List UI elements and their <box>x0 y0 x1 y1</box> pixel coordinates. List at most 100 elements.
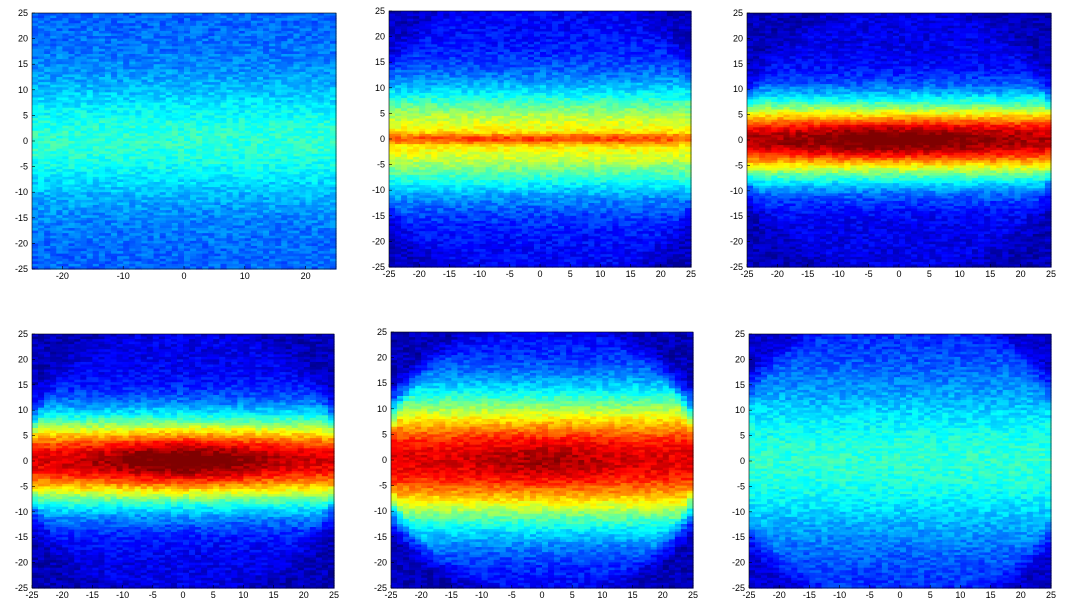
x-tick-label: 5 <box>568 269 573 279</box>
x-tick-label: 25 <box>688 590 698 600</box>
x-tick-label: -10 <box>833 590 846 600</box>
x-tick-label: 0 <box>539 590 544 600</box>
x-tick-label: 10 <box>240 271 250 281</box>
x-tick-label: -15 <box>443 269 456 279</box>
x-tick-label: 0 <box>896 269 901 279</box>
y-tick-label: -15 <box>732 532 745 542</box>
y-tick-label: 10 <box>18 405 28 415</box>
x-tick-label: -5 <box>508 590 516 600</box>
x-tick-label: 5 <box>928 590 933 600</box>
y-tick-label: -15 <box>372 211 385 221</box>
y-tick-label: -15 <box>15 213 28 223</box>
y-tick-label: -10 <box>15 507 28 517</box>
x-tick-label: -5 <box>506 269 514 279</box>
x-tick-label: 20 <box>658 590 668 600</box>
y-tick-label: 15 <box>18 380 28 390</box>
y-tick-label: 10 <box>18 85 28 95</box>
x-tick-label: 20 <box>301 271 311 281</box>
y-tick-label: 0 <box>23 136 28 146</box>
y-tick-label: 10 <box>733 84 743 94</box>
x-tick-label: -25 <box>742 590 755 600</box>
x-tick-label: -10 <box>116 590 129 600</box>
x-tick-label: -25 <box>382 269 395 279</box>
x-tick-label: -20 <box>415 590 428 600</box>
y-tick-label: 20 <box>375 32 385 42</box>
heatmap-cells <box>32 13 337 270</box>
x-tick-label: 20 <box>656 269 666 279</box>
y-tick-label: 20 <box>18 354 28 364</box>
y-tick-label: 25 <box>377 327 387 337</box>
x-tick-label: 15 <box>628 590 638 600</box>
heatmap-cells <box>747 13 1052 268</box>
x-tick-label: -20 <box>56 271 69 281</box>
heatmap-cells <box>749 334 1052 589</box>
x-tick-label: 10 <box>595 269 605 279</box>
y-tick-label: 5 <box>23 431 28 441</box>
y-tick-label: 10 <box>735 405 745 415</box>
x-tick-label: 25 <box>1046 590 1056 600</box>
y-tick-label: 5 <box>382 429 387 439</box>
heatmap-panel-bottom-middle: -25 -20 -15 -10 -5 0 5 10 15 20 25 25 20 15 10 5 0 -5 -10 -… <box>374 327 698 600</box>
y-tick-label: 20 <box>377 353 387 363</box>
x-tick-label: 15 <box>269 590 279 600</box>
x-tick-label: 0 <box>537 269 542 279</box>
x-tick-label: -20 <box>773 590 786 600</box>
x-tick-label: 25 <box>686 269 696 279</box>
x-tick-label: 0 <box>181 271 186 281</box>
y-tick-label: -25 <box>374 583 387 593</box>
x-tick-label: -10 <box>475 590 488 600</box>
heatmap-panel-bottom-right: -25 -20 -15 -10 -5 0 5 10 15 20 25 25 20 15 10 5 0 -5 -10 -… <box>732 329 1056 600</box>
y-tick-label: 15 <box>735 380 745 390</box>
y-tick-label: -5 <box>735 160 743 170</box>
y-tick-label: 10 <box>377 404 387 414</box>
x-tick-label: 10 <box>597 590 607 600</box>
x-tick-label: -20 <box>56 590 69 600</box>
x-tick-label: 10 <box>238 590 248 600</box>
x-tick-label: 0 <box>897 590 902 600</box>
x-tick-label: 20 <box>299 590 309 600</box>
y-tick-label: 20 <box>735 354 745 364</box>
heatmap-cells <box>389 11 692 268</box>
x-tick-label: -5 <box>149 590 157 600</box>
y-tick-label: 5 <box>380 108 385 118</box>
y-tick-label: -10 <box>730 186 743 196</box>
x-tick-label: -25 <box>25 590 38 600</box>
heatmap-panel-top-left: -20 -10 0 10 20 25 20 15 10 5 0 -5 -10 -15 -20 -25 <box>15 8 337 281</box>
y-tick-label: 5 <box>23 110 28 120</box>
x-tick-label: 5 <box>570 590 575 600</box>
y-tick-label: -25 <box>15 264 28 274</box>
y-tick-label: 20 <box>733 33 743 43</box>
y-tick-label: 0 <box>23 456 28 466</box>
heatmap-panel-top-right: -25 -20 -15 -10 -5 0 5 10 15 20 25 25 20 15 10 5 0 -5 -10 -… <box>730 8 1056 279</box>
x-tick-label: -25 <box>740 269 753 279</box>
x-tick-label: -20 <box>413 269 426 279</box>
y-tick-label: -25 <box>15 583 28 593</box>
y-tick-label: -5 <box>20 162 28 172</box>
y-tick-label: -10 <box>15 187 28 197</box>
heatmap-cells <box>32 334 335 589</box>
x-tick-label: -10 <box>832 269 845 279</box>
y-tick-label: 20 <box>18 34 28 44</box>
x-tick-label: -15 <box>445 590 458 600</box>
y-tick-label: -20 <box>374 557 387 567</box>
x-tick-label: 25 <box>1046 269 1056 279</box>
x-tick-label: 10 <box>955 590 965 600</box>
x-tick-label: 15 <box>985 269 995 279</box>
y-tick-label: 0 <box>740 456 745 466</box>
y-tick-label: 25 <box>733 8 743 18</box>
y-tick-label: -10 <box>372 185 385 195</box>
x-tick-label: -15 <box>801 269 814 279</box>
y-tick-label: -20 <box>730 237 743 247</box>
y-tick-label: -5 <box>379 481 387 491</box>
x-tick-label: -15 <box>86 590 99 600</box>
x-tick-label: 20 <box>1016 590 1026 600</box>
y-tick-label: -25 <box>372 262 385 272</box>
y-tick-label: -20 <box>372 236 385 246</box>
x-tick-label: -10 <box>117 271 130 281</box>
y-tick-label: 25 <box>735 329 745 339</box>
x-tick-label: -15 <box>803 590 816 600</box>
y-tick-label: -20 <box>732 558 745 568</box>
y-tick-label: -5 <box>737 481 745 491</box>
y-tick-label: 15 <box>18 59 28 69</box>
x-tick-label: 15 <box>626 269 636 279</box>
